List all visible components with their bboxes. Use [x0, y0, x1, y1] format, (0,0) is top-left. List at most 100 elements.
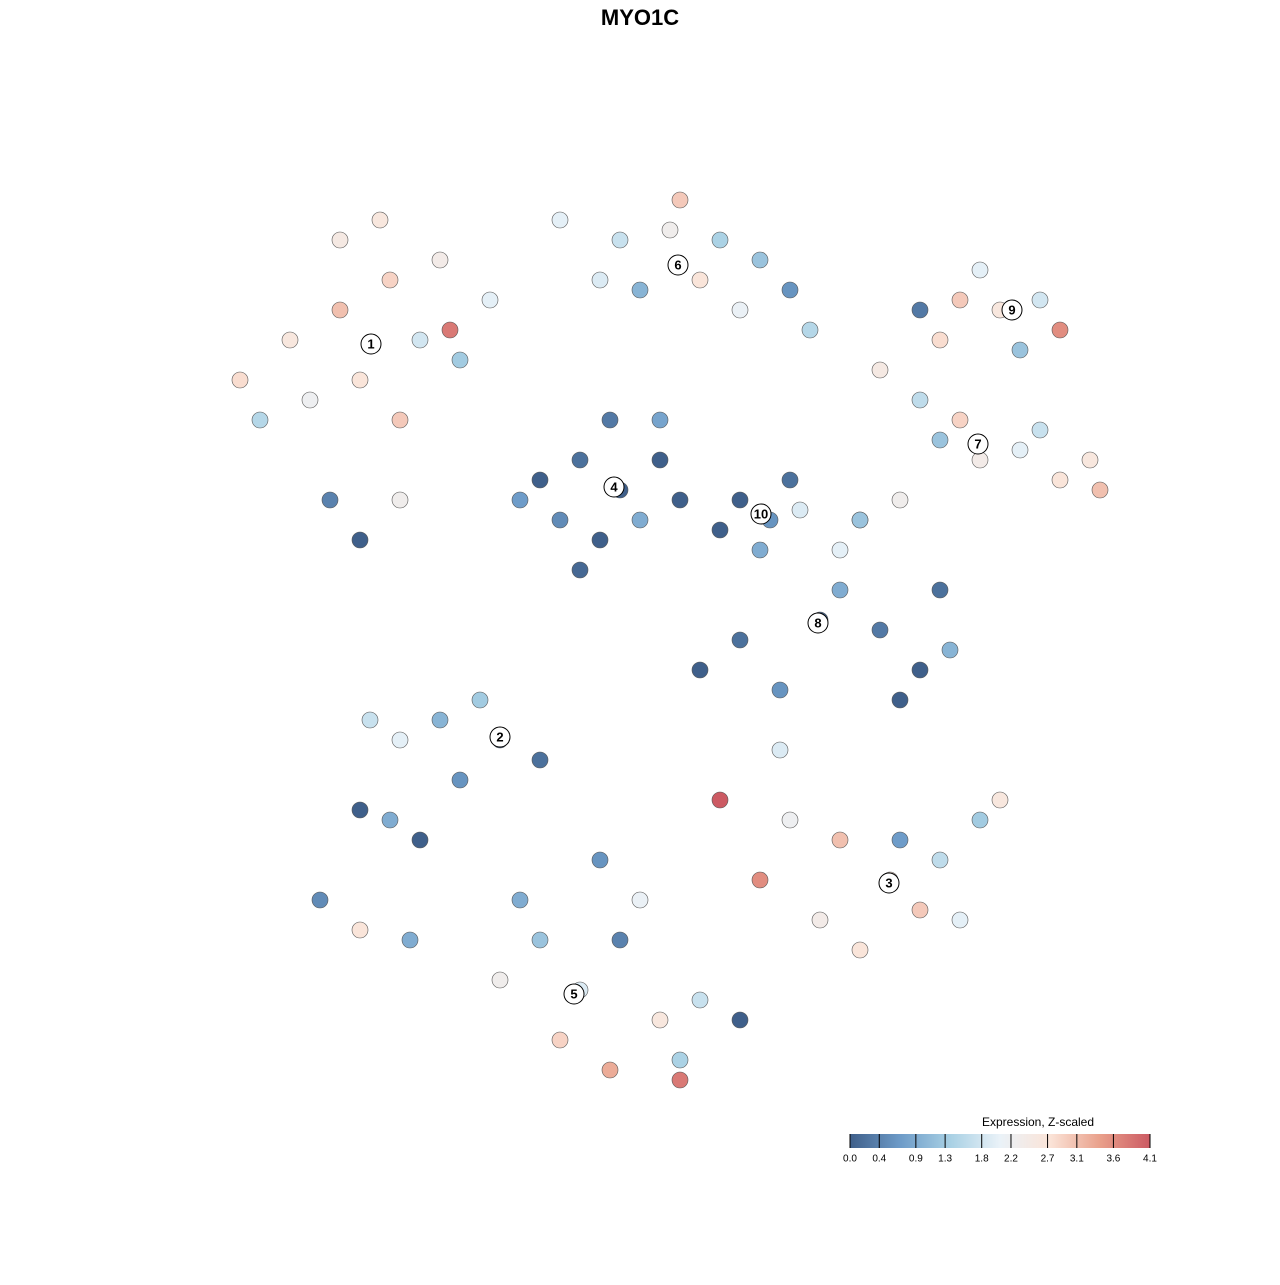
colorbar [850, 1134, 1150, 1148]
cell-point [281, 331, 299, 349]
cell-point [651, 451, 669, 469]
cell-point [751, 541, 769, 559]
colorbar-tick-label: 0.0 [843, 1154, 857, 1165]
cluster-label: 5 [570, 986, 577, 1001]
cell-point [611, 231, 629, 249]
cell-point [831, 831, 849, 849]
cluster-label: 2 [496, 729, 503, 744]
cell-point [661, 221, 679, 239]
cell-point [401, 931, 419, 949]
cell-point [931, 331, 949, 349]
cell-point [591, 531, 609, 549]
cell-point [671, 191, 689, 209]
cell-point [851, 511, 869, 529]
cell-point [801, 321, 819, 339]
cell-point [381, 811, 399, 829]
cell-point [451, 771, 469, 789]
cell-point [711, 791, 729, 809]
cell-point [511, 891, 529, 909]
colorbar-tick-label: 4.1 [1143, 1154, 1157, 1165]
cell-point [491, 971, 509, 989]
cell-point [571, 561, 589, 579]
cluster-label: 10 [754, 506, 768, 521]
cell-point [481, 291, 499, 309]
cell-point [391, 411, 409, 429]
colorbar-tick-label: 1.3 [938, 1154, 952, 1165]
cell-point [871, 621, 889, 639]
cell-point [591, 271, 609, 289]
cell-point [911, 661, 929, 679]
cell-point [381, 271, 399, 289]
cell-point [331, 301, 349, 319]
cell-point [751, 871, 769, 889]
cell-point [431, 711, 449, 729]
cell-point [511, 491, 529, 509]
cell-point [411, 831, 429, 849]
cluster-marker [563, 983, 585, 1005]
colorbar-tick-label: 2.7 [1041, 1154, 1055, 1165]
cell-point [631, 281, 649, 299]
cell-point [391, 731, 409, 749]
cluster-marker [967, 433, 989, 455]
cell-point [991, 791, 1009, 809]
chart-title: MYO1C [601, 5, 679, 30]
cell-point [851, 941, 869, 959]
cell-point [1031, 421, 1049, 439]
cluster-label: 4 [610, 479, 618, 494]
cell-point [691, 991, 709, 1009]
cell-point [771, 681, 789, 699]
cell-point [251, 411, 269, 429]
cell-point [451, 351, 469, 369]
cell-point [931, 851, 949, 869]
cluster-label: 8 [814, 615, 821, 630]
cell-point [731, 491, 749, 509]
cell-point [1011, 441, 1029, 459]
cluster-marker [489, 726, 511, 748]
cluster-label: 1 [367, 336, 374, 351]
cell-point [691, 661, 709, 679]
cell-point [531, 471, 549, 489]
cell-point [1051, 321, 1069, 339]
cell-point [781, 811, 799, 829]
cell-point [671, 1051, 689, 1069]
cluster-marker [750, 503, 772, 525]
cell-point [651, 411, 669, 429]
cell-point [531, 751, 549, 769]
cell-point [891, 691, 909, 709]
cell-point [431, 251, 449, 269]
cell-point [591, 851, 609, 869]
cell-point [1051, 471, 1069, 489]
cell-point [351, 531, 369, 549]
cell-point [811, 911, 829, 929]
cell-point [971, 811, 989, 829]
cell-point [731, 631, 749, 649]
cell-point [371, 211, 389, 229]
cluster-marker [878, 872, 900, 894]
cell-point [781, 471, 799, 489]
cell-point [971, 451, 989, 469]
cell-point [711, 521, 729, 539]
cell-point [781, 281, 799, 299]
cluster-marker [667, 254, 689, 276]
cell-point [831, 541, 849, 559]
cell-point [311, 891, 329, 909]
cell-point [911, 391, 929, 409]
cell-point [601, 1061, 619, 1079]
cell-point [771, 741, 789, 759]
cluster-marker [807, 612, 829, 634]
colorbar-tick-label: 0.4 [872, 1154, 886, 1165]
cell-point [351, 801, 369, 819]
cell-point [671, 1071, 689, 1089]
cluster-marker [360, 333, 382, 355]
cell-point [651, 1011, 669, 1029]
colorbar-tick-label: 3.1 [1070, 1154, 1084, 1165]
cell-point [571, 451, 589, 469]
cell-point [611, 931, 629, 949]
cell-point [691, 271, 709, 289]
cell-point [301, 391, 319, 409]
cell-point [601, 411, 619, 429]
cell-point [531, 931, 549, 949]
cell-point [1091, 481, 1109, 499]
cell-point [951, 291, 969, 309]
cell-point [731, 1011, 749, 1029]
